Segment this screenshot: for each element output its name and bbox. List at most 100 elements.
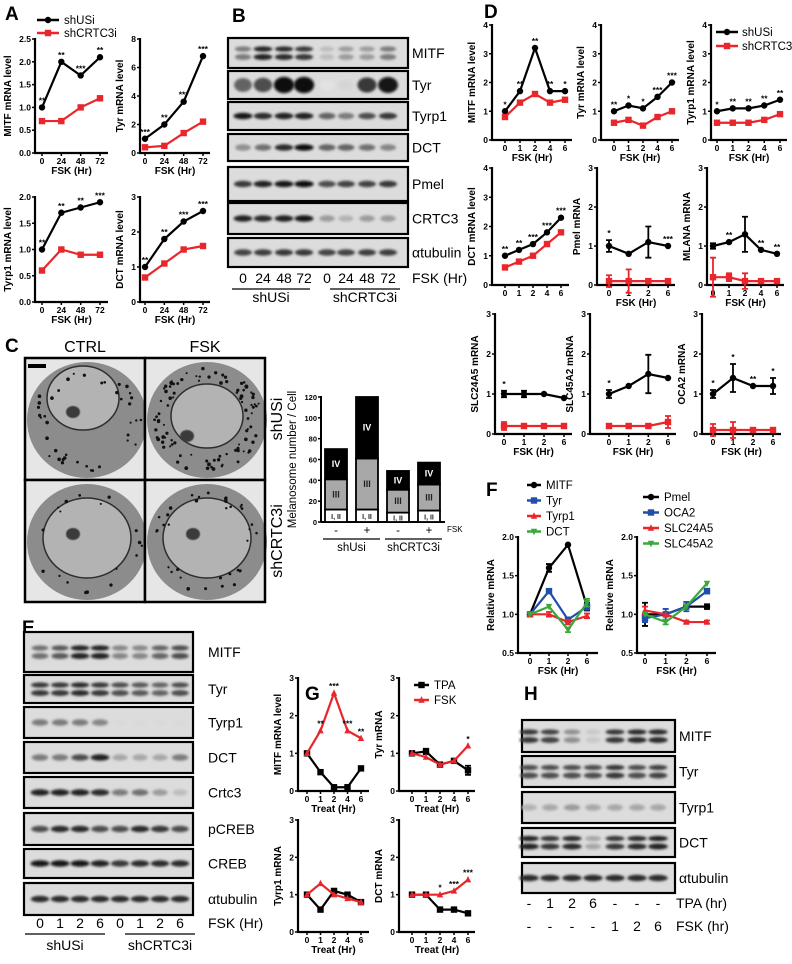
x-axis-title: FSK (Hr)	[513, 447, 554, 458]
x-tick-label: 1	[424, 794, 429, 804]
x-tick-label: 2	[751, 437, 756, 447]
x-tick-label: 2	[566, 656, 571, 666]
protein-band	[585, 804, 601, 811]
data-point-shUSi	[745, 105, 752, 112]
protein-band	[359, 46, 375, 52]
melanosome	[190, 453, 193, 456]
melanosome	[98, 465, 101, 469]
melanosome	[129, 421, 132, 424]
x-tick-label: 1	[730, 143, 735, 153]
data-point-FSK	[450, 757, 458, 764]
data-point-shCRTC3i	[725, 274, 733, 281]
melanosome	[235, 391, 239, 394]
protein-band	[233, 180, 253, 188]
x-axis-title: FSK	[447, 525, 463, 534]
data-point-FSK	[317, 727, 324, 734]
data-point-shUSi	[38, 246, 46, 253]
y-tick-label: 1	[486, 389, 491, 399]
melanosome	[246, 417, 250, 420]
y-tick-label: 0	[390, 927, 395, 937]
melanosome	[57, 457, 61, 462]
nucleolus	[180, 430, 194, 442]
melanosome	[170, 439, 173, 442]
x-axis-title: Treat (Hr)	[415, 804, 459, 815]
blot-row-CRTC3: CRTC3	[226, 201, 459, 236]
x-tick-label: 48	[76, 305, 86, 315]
y-tick-label: 1	[390, 748, 395, 758]
significance-stars: *	[715, 99, 719, 109]
data-point-shCRTC3i	[668, 108, 676, 115]
x-tick-label: 2	[531, 288, 536, 298]
data-point-shCRTC3i	[520, 422, 528, 430]
data-point-shUSi	[729, 105, 736, 112]
protein-band	[71, 719, 89, 726]
significance-stars: **	[58, 201, 65, 211]
em-image-1	[143, 356, 267, 482]
y-tick-label: 2	[592, 78, 597, 88]
lane-label: 0	[116, 915, 124, 931]
protein-band	[378, 112, 398, 120]
protein-band	[540, 737, 560, 743]
y-tick-label: 0	[390, 786, 395, 796]
melanosome	[240, 503, 243, 507]
significance-stars: ***	[95, 190, 106, 200]
blot-row-Tyrp1: Tyrp1	[22, 705, 243, 740]
melanosome	[236, 388, 240, 392]
melanosome	[119, 397, 123, 401]
protein-band	[605, 843, 625, 850]
protein-band	[234, 78, 252, 92]
protein-band	[337, 112, 355, 120]
data-point-shUSi	[664, 374, 672, 382]
protein-band	[627, 874, 647, 882]
data-point-shCRTC3i	[161, 142, 168, 150]
y-tick-label: 2	[289, 711, 294, 721]
x-tick-label: 1	[318, 935, 323, 945]
melanosome	[63, 456, 67, 460]
data-point-shUSi	[161, 235, 168, 243]
melanosome	[184, 466, 189, 471]
bar-segment-label: III	[363, 479, 371, 489]
y-tick-label: 2	[131, 227, 136, 237]
x-tick-label: 0	[40, 156, 45, 166]
protein-band	[378, 77, 398, 93]
data-point-FSK	[303, 749, 311, 757]
protein-band	[540, 764, 560, 771]
protein-band	[627, 772, 647, 779]
protein-band	[562, 772, 582, 779]
y-tick-label: 3	[702, 49, 707, 59]
melanosome	[137, 540, 142, 545]
significance-stars: ***	[198, 44, 209, 54]
data-point-shCRTC3i	[199, 242, 207, 250]
legend-label: Pmel	[664, 492, 690, 504]
protein-band	[253, 180, 273, 188]
data-point-shUSi	[96, 54, 104, 61]
data-point-shCRTC3i	[180, 246, 187, 253]
data-point-shCRTC3i	[645, 422, 652, 430]
group-label: shUSi	[252, 289, 289, 305]
x-tick-label: 2	[332, 935, 337, 945]
x-tick-label: 6	[670, 143, 675, 153]
significance-stars: ***	[179, 210, 190, 220]
lane-label: -	[570, 918, 575, 934]
protein-band	[50, 690, 70, 696]
protein-band	[359, 215, 375, 222]
significance-stars: *	[771, 366, 775, 376]
x-tick-label: 1	[731, 437, 736, 447]
protein-band	[519, 764, 539, 771]
y-axis-title: SLC45A2 mRNA	[565, 335, 576, 412]
y-tick-label: 0	[486, 429, 491, 439]
legend-label: shCRTC3i	[742, 41, 792, 53]
lane-label: 24	[338, 270, 354, 286]
x-tick-label: 6	[705, 656, 710, 666]
melanosome	[130, 396, 134, 400]
protein-band	[131, 645, 149, 651]
protein-band	[274, 144, 294, 151]
protein-band	[378, 180, 398, 188]
data-point-shUSi	[531, 44, 539, 52]
protein-band	[337, 144, 355, 151]
melanosome	[229, 505, 232, 509]
melanosome	[170, 570, 173, 574]
y-axis-title: Relative mRNA	[605, 559, 616, 631]
